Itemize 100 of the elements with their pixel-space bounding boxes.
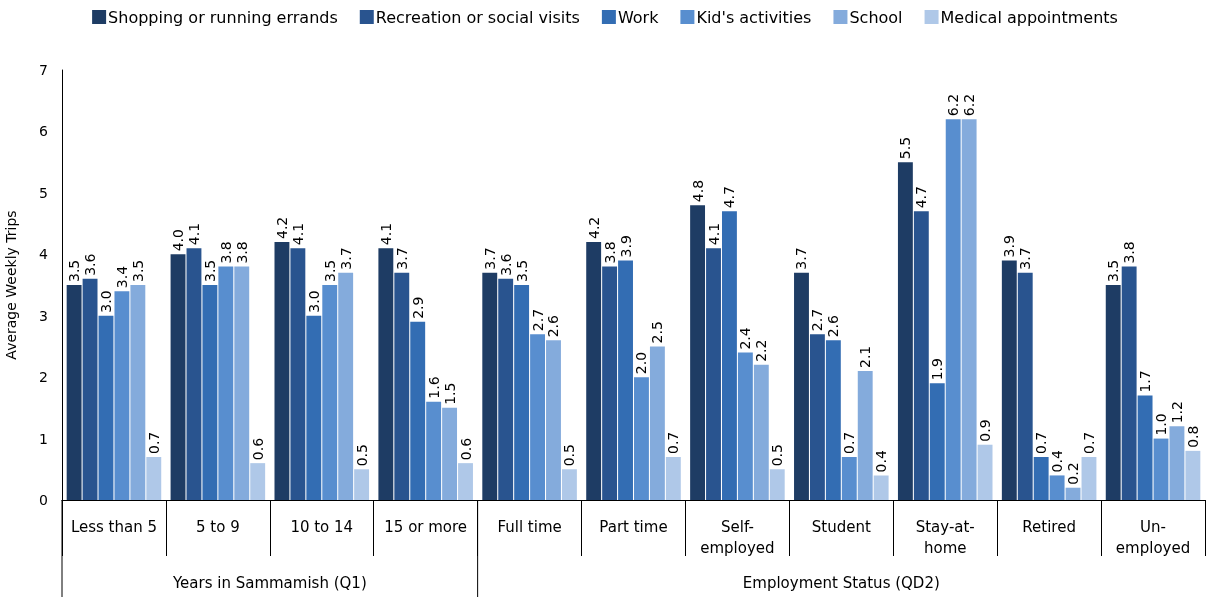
data-label: 0.8: [1184, 425, 1201, 448]
legend-label: Work: [617, 7, 660, 27]
bar: [498, 278, 514, 500]
bar: [737, 352, 753, 500]
y-tick-label: 0: [39, 492, 48, 508]
bar: [1081, 457, 1097, 500]
bar: [482, 272, 498, 500]
y-tick-label: 4: [39, 246, 49, 263]
bar: [665, 457, 681, 500]
x-tick-label: Less than 5: [70, 517, 158, 536]
data-label: 3.5: [513, 259, 530, 282]
data-label: 0.5: [353, 444, 370, 467]
data-label: 1.2: [1168, 401, 1185, 424]
bar: [1105, 285, 1121, 500]
y-tick-label: 2: [39, 369, 48, 386]
data-label: 2.9: [409, 296, 426, 319]
data-label: 0.4: [873, 450, 890, 473]
data-label: 1.0: [1153, 413, 1170, 436]
data-label: 3.0: [305, 290, 322, 313]
data-label: 5.5: [897, 136, 914, 160]
data-label: 4.7: [721, 186, 738, 209]
bar: [130, 285, 146, 500]
data-label: 0.9: [977, 419, 994, 442]
bar: [514, 285, 530, 500]
bar: [170, 254, 186, 500]
data-label: 3.5: [66, 259, 83, 282]
bar: [1153, 438, 1169, 500]
data-label: 2.0: [633, 351, 650, 375]
legend-label: Recreation or social visits: [375, 7, 580, 27]
data-label: 3.0: [97, 290, 114, 313]
data-label: 3.5: [129, 259, 146, 282]
data-label: 3.5: [321, 259, 338, 282]
data-label: 2.7: [809, 308, 826, 332]
data-label: 2.4: [737, 327, 754, 350]
bar: [873, 475, 889, 500]
data-label: 4.8: [689, 179, 706, 203]
x-tick-label: Un-employed: [1115, 517, 1191, 557]
x-tick-label: 5 to 9: [196, 517, 240, 536]
bar: [202, 285, 218, 500]
data-label: 2.6: [825, 314, 842, 338]
data-label: 4.7: [913, 186, 930, 209]
data-label: 2.2: [753, 339, 770, 362]
bar: [1137, 395, 1153, 500]
bar: [98, 315, 114, 500]
bar: [66, 285, 82, 500]
bar: [322, 285, 338, 500]
data-label: 3.5: [1105, 259, 1122, 282]
data-label: 0.6: [249, 437, 266, 461]
bar: [857, 371, 873, 500]
bar: [1033, 457, 1049, 500]
y-tick-label: 5: [39, 184, 48, 201]
bar: [961, 119, 977, 500]
y-axis-title: Average Weekly Trips: [3, 210, 19, 360]
data-label: 4.1: [289, 222, 306, 246]
bar: [338, 272, 354, 500]
data-label: 0.6: [457, 437, 474, 461]
bar: [913, 211, 929, 500]
y-tick-label: 6: [39, 123, 49, 140]
text: Years in Sammamish (Q1): [171, 574, 367, 592]
data-label: 4.2: [585, 216, 602, 239]
data-label: 1.6: [425, 376, 442, 399]
data-label: 3.6: [82, 253, 99, 276]
y-tick-label: 3: [39, 307, 48, 324]
data-label: 0.5: [561, 444, 578, 467]
legend-label: School: [849, 7, 903, 27]
x-tick-label: Retired: [1022, 517, 1076, 536]
legend-label: Medical appointments: [940, 7, 1118, 27]
bar: [290, 248, 306, 500]
data-label: 0.4: [1049, 450, 1066, 473]
bar: [602, 266, 618, 500]
x-tick-label: 10 to 14: [290, 517, 354, 536]
bar: [706, 248, 721, 500]
data-label: 3.7: [337, 247, 354, 270]
bar: [410, 321, 426, 500]
bar: [586, 242, 602, 500]
data-label: 4.0: [170, 229, 187, 252]
bar: [530, 334, 545, 500]
y-tick-label: 7: [39, 62, 48, 78]
bar: [841, 457, 857, 500]
bar: [1169, 426, 1185, 500]
x-tick-label: Student: [811, 517, 871, 536]
bar: [82, 278, 98, 500]
legend-label: Shopping or running errands: [108, 7, 338, 27]
data-label: 0.7: [145, 431, 162, 454]
bar: [753, 364, 769, 500]
data-label: 2.1: [857, 345, 874, 368]
data-label: 3.7: [481, 247, 498, 270]
bar: [809, 334, 825, 500]
data-label: 1.7: [1137, 370, 1154, 393]
bar: [1001, 260, 1017, 500]
data-label: 2.7: [529, 308, 546, 332]
x-tick-label: Self-employed: [700, 517, 775, 557]
data-label: 3.9: [617, 235, 634, 258]
bar: [897, 162, 913, 500]
bar: [1121, 266, 1137, 500]
data-label: 4.1: [705, 222, 722, 246]
data-label: 3.8: [601, 241, 618, 264]
bar: [426, 401, 442, 500]
bar: [378, 248, 394, 500]
data-label: 2.5: [649, 321, 666, 344]
